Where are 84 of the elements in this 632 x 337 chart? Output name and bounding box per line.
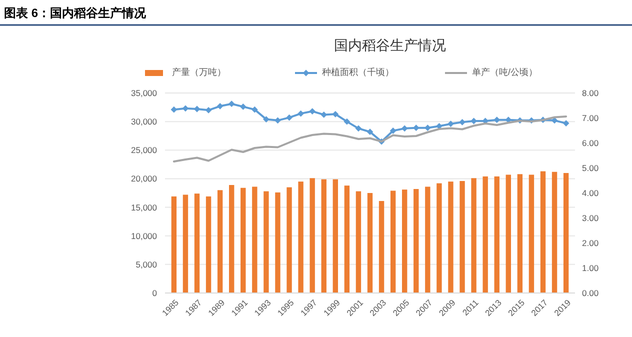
point bbox=[344, 118, 350, 125]
y2-tick-label: 5.00 bbox=[582, 162, 599, 173]
point bbox=[390, 128, 396, 134]
bar bbox=[540, 171, 546, 293]
bar bbox=[240, 188, 246, 293]
bar bbox=[402, 190, 408, 293]
point bbox=[298, 110, 304, 117]
y-tick-label: 35,000 bbox=[131, 88, 158, 98]
bar bbox=[552, 172, 558, 293]
point bbox=[170, 106, 178, 113]
bar bbox=[286, 187, 292, 293]
point bbox=[228, 100, 235, 108]
y2-tick-label: 3.00 bbox=[582, 212, 599, 223]
bar bbox=[332, 179, 338, 293]
point bbox=[401, 125, 408, 132]
bar bbox=[298, 182, 304, 293]
bar bbox=[275, 192, 280, 293]
point bbox=[309, 108, 316, 114]
bar bbox=[436, 183, 442, 293]
bar bbox=[171, 196, 177, 293]
bar bbox=[563, 173, 569, 293]
bar bbox=[206, 196, 212, 293]
legend-label: 产量（万吨） bbox=[172, 66, 226, 77]
point bbox=[424, 124, 431, 132]
bar bbox=[494, 176, 500, 293]
point bbox=[459, 118, 466, 126]
y2-tick-label: 0.00 bbox=[582, 288, 599, 298]
bar bbox=[528, 174, 534, 293]
bar bbox=[321, 179, 326, 293]
point bbox=[205, 106, 212, 114]
bar bbox=[356, 191, 362, 293]
bar bbox=[414, 189, 419, 293]
bar bbox=[425, 186, 430, 293]
point bbox=[412, 124, 420, 132]
y-tick-label: 0 bbox=[152, 288, 158, 298]
bar bbox=[482, 176, 488, 293]
bar bbox=[194, 194, 200, 293]
bar bbox=[471, 178, 476, 293]
point bbox=[286, 114, 292, 121]
point bbox=[320, 112, 328, 118]
bar bbox=[182, 194, 188, 293]
bar bbox=[264, 191, 269, 293]
bar bbox=[378, 201, 384, 293]
y-tick-label: 20,000 bbox=[131, 174, 158, 184]
bar bbox=[517, 174, 523, 293]
point bbox=[274, 117, 281, 124]
bar bbox=[310, 178, 315, 293]
bar bbox=[344, 186, 350, 293]
y2-tick-label: 2.00 bbox=[582, 238, 599, 248]
bar bbox=[367, 193, 373, 293]
point bbox=[332, 110, 339, 118]
bar bbox=[460, 181, 465, 293]
point bbox=[182, 105, 189, 112]
legend-label: 种植面积（千顷） bbox=[322, 66, 394, 77]
bar bbox=[217, 190, 223, 293]
y2-tick-label: 4.00 bbox=[582, 188, 599, 198]
bar bbox=[252, 186, 258, 293]
y-tick-label: 25,000 bbox=[131, 145, 158, 156]
y-tick-label: 30,000 bbox=[131, 116, 158, 127]
y2-tick-label: 8.00 bbox=[582, 88, 599, 98]
point bbox=[251, 106, 258, 113]
y-tick-label: 10,000 bbox=[131, 230, 158, 241]
y2-tick-label: 6.00 bbox=[582, 138, 599, 148]
point bbox=[448, 120, 454, 128]
point bbox=[494, 116, 500, 124]
point bbox=[216, 102, 224, 110]
point bbox=[240, 104, 246, 110]
point bbox=[355, 125, 362, 132]
line-series bbox=[172, 116, 568, 162]
point bbox=[562, 120, 570, 126]
y-tick-label: 5,000 bbox=[136, 259, 158, 270]
point bbox=[194, 106, 200, 112]
y2-tick-label: 1.00 bbox=[582, 262, 599, 273]
chart-title: 国内稻谷生产情况 bbox=[334, 38, 446, 54]
legend-label: 单产（吨/公顷） bbox=[472, 66, 538, 77]
bar bbox=[229, 185, 234, 293]
text: 图表 6：国内稻谷生产情况 bbox=[4, 6, 148, 20]
y-tick-label: 15,000 bbox=[131, 202, 158, 212]
y2-tick-label: 7.00 bbox=[582, 112, 599, 123]
bar bbox=[448, 182, 454, 293]
point bbox=[551, 117, 558, 124]
bar bbox=[390, 190, 396, 293]
bar bbox=[506, 174, 511, 293]
point bbox=[366, 128, 374, 136]
